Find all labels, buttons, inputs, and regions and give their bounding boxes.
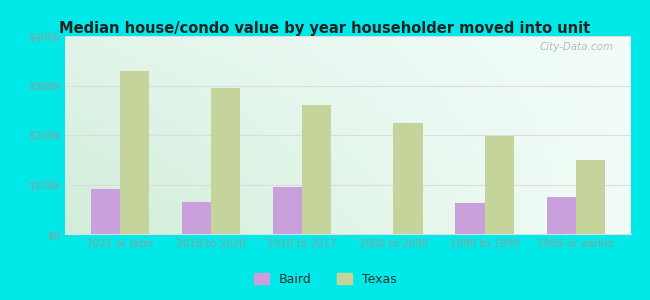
- Bar: [302, 105, 332, 234]
- Bar: [211, 88, 240, 234]
- Legend: Baird, Texas: Baird, Texas: [249, 268, 401, 291]
- Bar: [576, 160, 605, 234]
- Bar: [456, 203, 484, 234]
- Bar: [120, 71, 149, 234]
- Bar: [273, 187, 302, 234]
- Text: City-Data.com: City-Data.com: [540, 42, 614, 52]
- Bar: [182, 202, 211, 234]
- Bar: [547, 197, 576, 234]
- Bar: [484, 136, 514, 234]
- Bar: [90, 190, 120, 234]
- Text: Median house/condo value by year householder moved into unit: Median house/condo value by year househo…: [59, 21, 591, 36]
- Bar: [393, 123, 422, 234]
